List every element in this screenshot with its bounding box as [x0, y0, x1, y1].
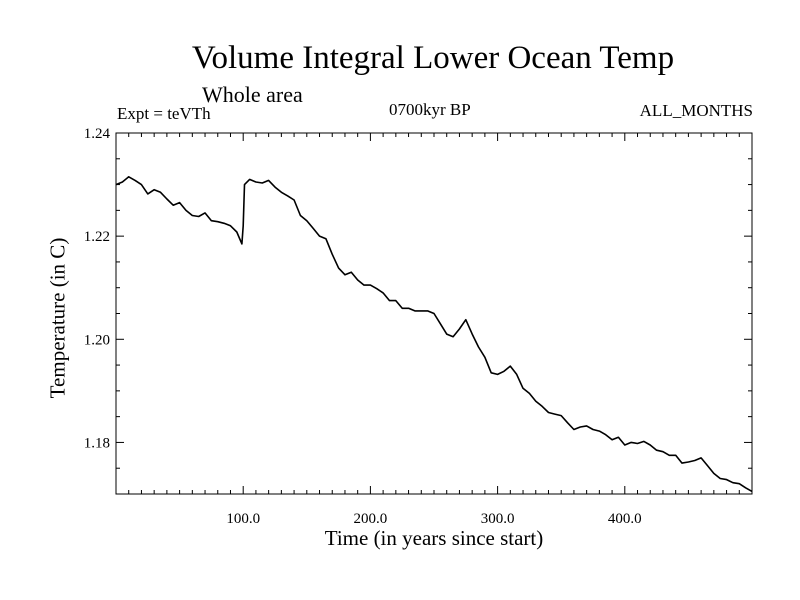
x-tick-label: 300.0	[481, 511, 515, 527]
x-tick-label: 100.0	[226, 511, 260, 527]
plot-frame	[115, 132, 753, 495]
x-axis-label: Time (in years since start)	[324, 526, 544, 550]
x-tick-label: 200.0	[354, 511, 388, 527]
chart-title: Volume Integral Lower Ocean Temp	[191, 40, 675, 76]
experiment-label: Expt = teVTh	[117, 104, 211, 123]
y-axis-label: Temperature (in C)	[45, 237, 70, 399]
chart-subtitle: Whole area	[202, 82, 303, 107]
series-layer	[115, 176, 753, 493]
x-tick-label: 400.0	[608, 511, 642, 527]
tick-labels: 100.0 200.0 300.0 400.0 1.18 1.20 1.22 1.24	[84, 126, 642, 527]
y-tick-label: 1.22	[84, 229, 110, 245]
tick-marks	[116, 133, 752, 494]
months-label: ALL_MONTHS	[639, 101, 753, 120]
period-label: 0700kyr BP	[389, 100, 471, 119]
y-tick-label: 1.18	[84, 435, 110, 451]
y-tick-label: 1.24	[84, 126, 111, 142]
y-tick-label: 1.20	[84, 332, 110, 348]
series-line	[115, 176, 753, 493]
